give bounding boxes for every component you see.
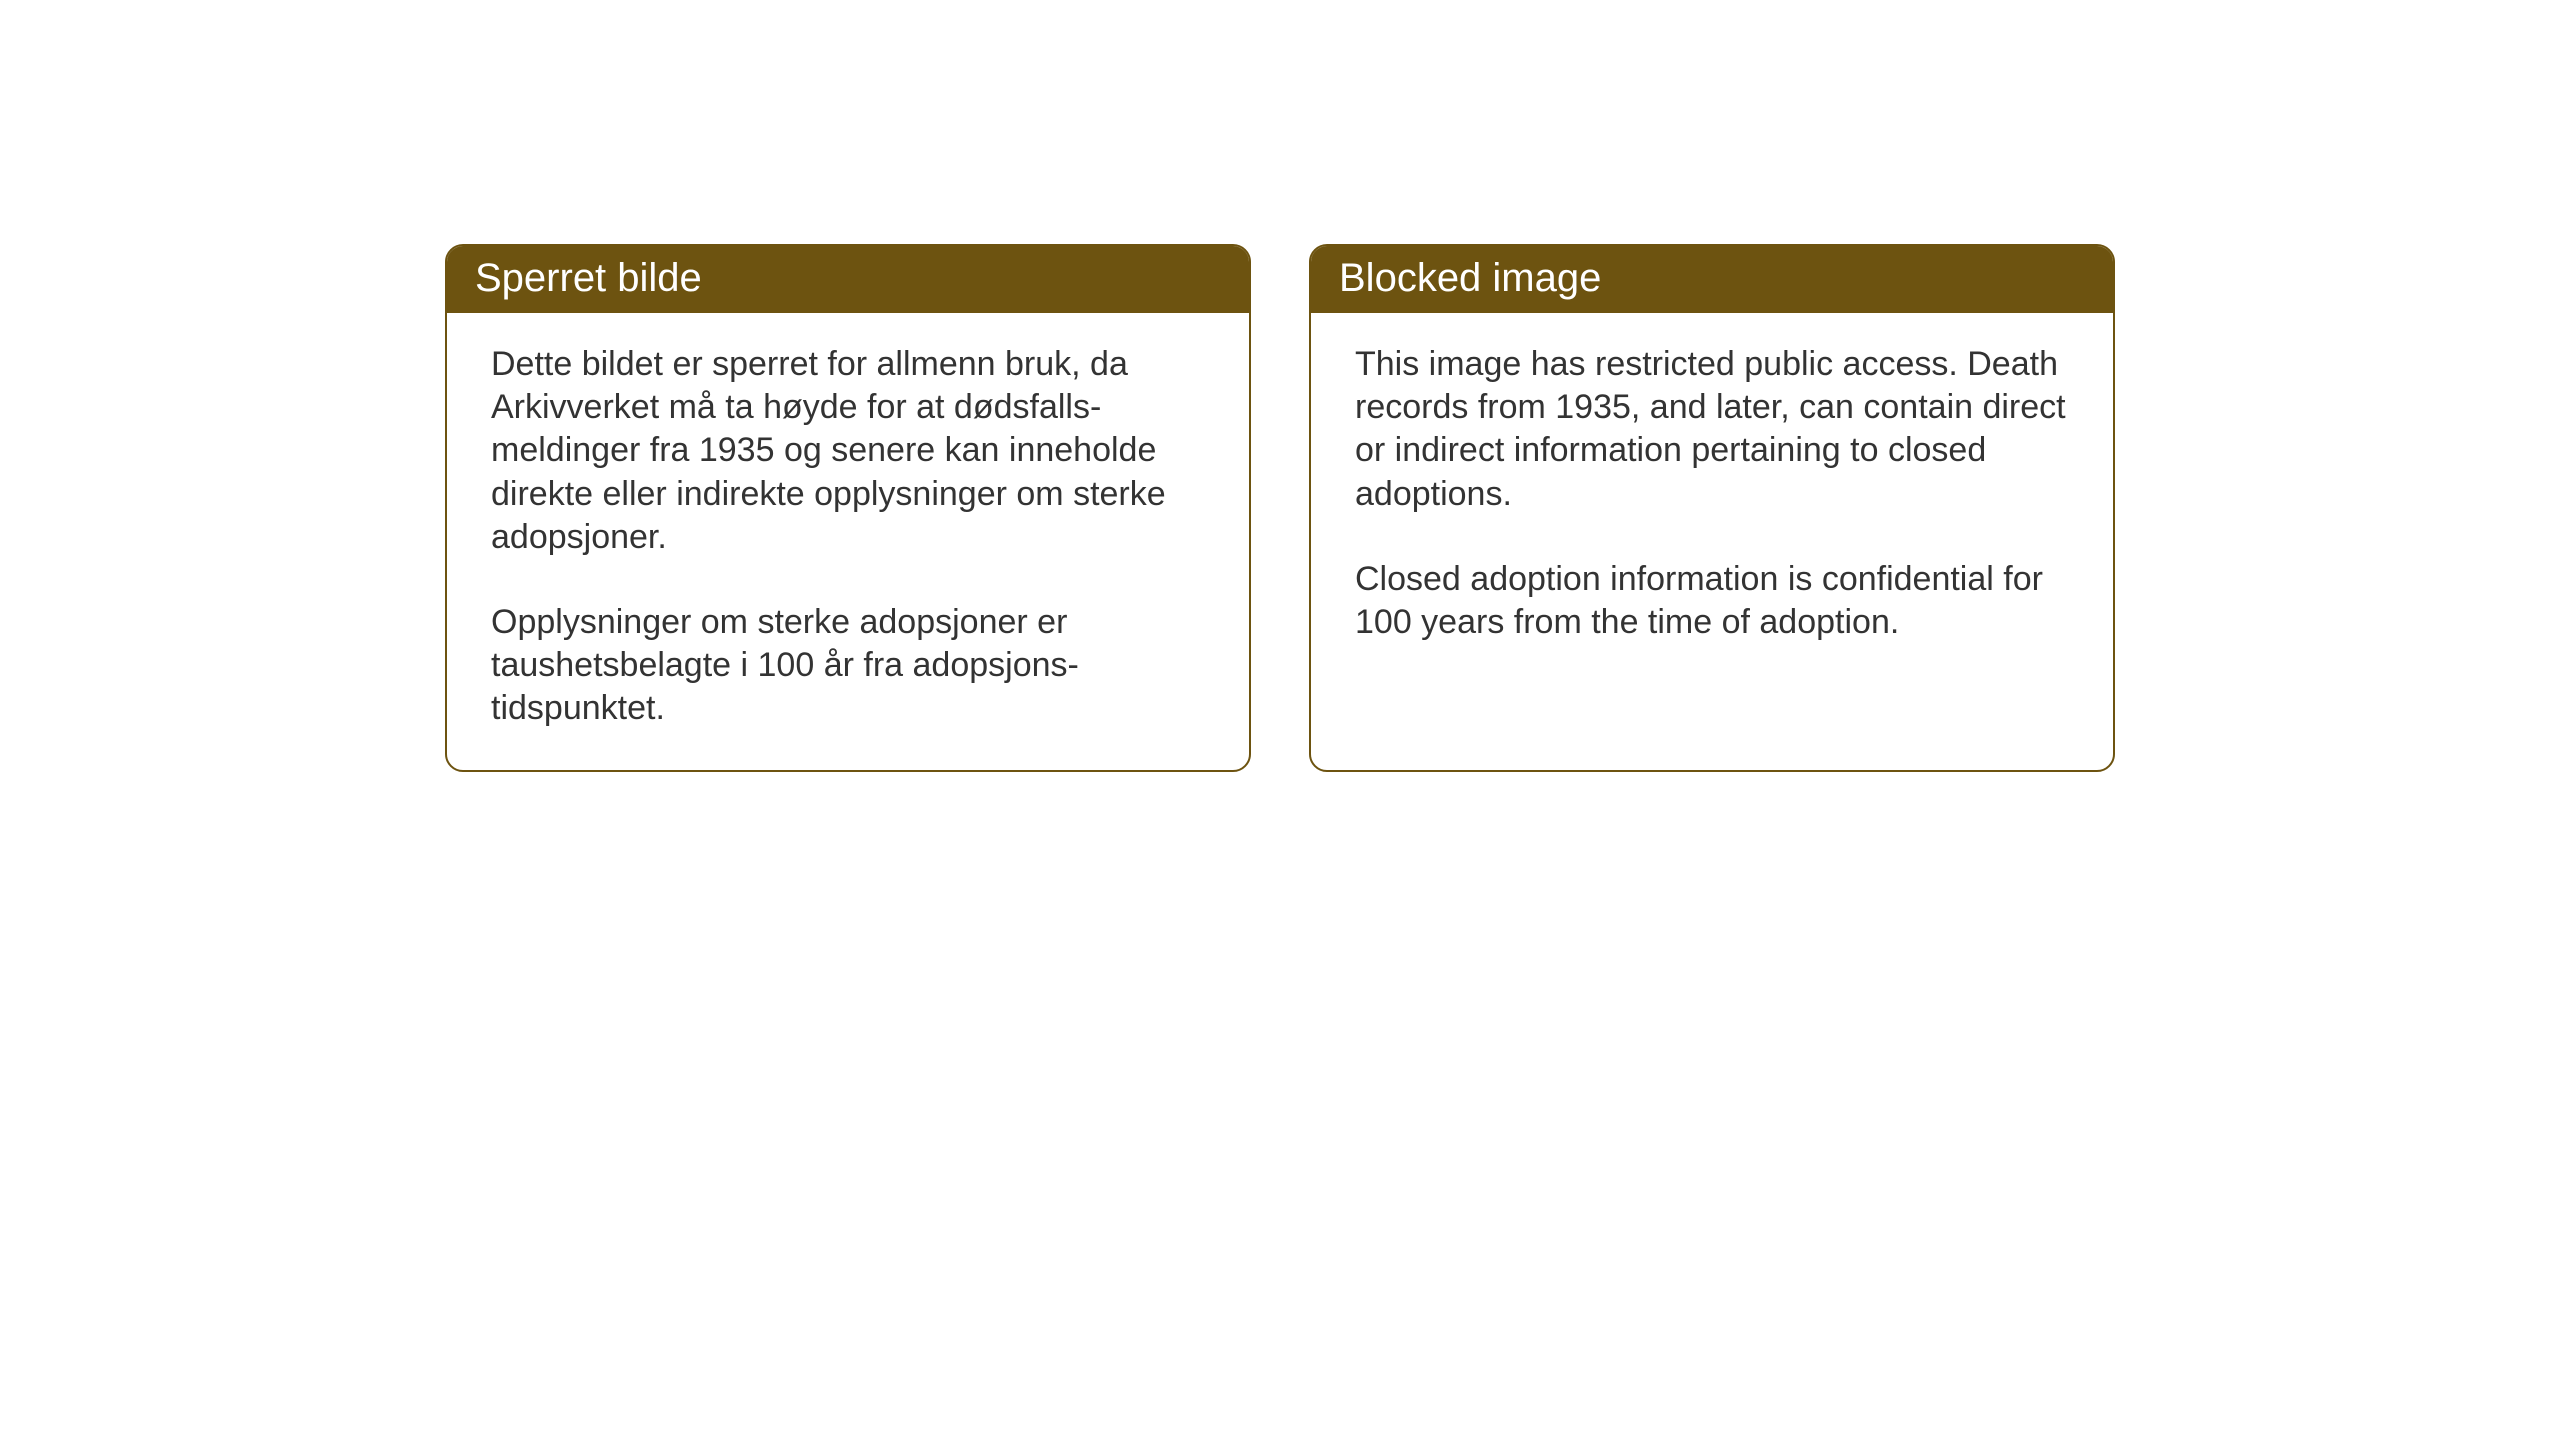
norwegian-notice-card: Sperret bilde Dette bildet er sperret fo… — [445, 244, 1251, 772]
english-paragraph-2: Closed adoption information is confident… — [1355, 558, 2069, 644]
notice-container: Sperret bilde Dette bildet er sperret fo… — [445, 244, 2115, 772]
english-card-title: Blocked image — [1311, 246, 2113, 313]
norwegian-paragraph-2: Opplysninger om sterke adopsjoner er tau… — [491, 601, 1205, 731]
english-card-body: This image has restricted public access.… — [1311, 313, 2113, 684]
english-paragraph-1: This image has restricted public access.… — [1355, 343, 2069, 516]
norwegian-paragraph-1: Dette bildet er sperret for allmenn bruk… — [491, 343, 1205, 559]
norwegian-card-body: Dette bildet er sperret for allmenn bruk… — [447, 313, 1249, 770]
norwegian-card-title: Sperret bilde — [447, 246, 1249, 313]
english-notice-card: Blocked image This image has restricted … — [1309, 244, 2115, 772]
